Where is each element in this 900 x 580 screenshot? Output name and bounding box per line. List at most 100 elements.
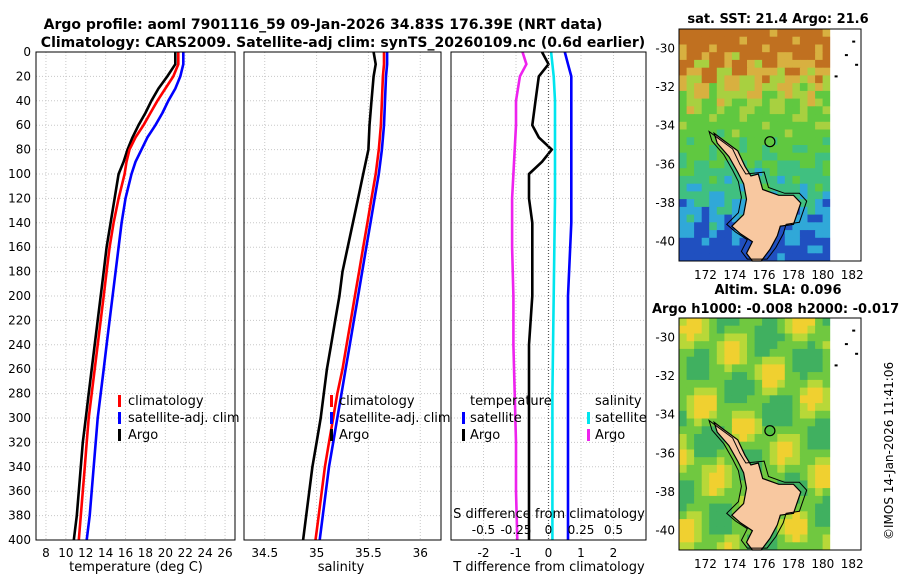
map-cell — [777, 98, 786, 107]
map-cell — [679, 372, 688, 381]
map-cell — [716, 245, 725, 254]
map-cell — [792, 59, 801, 69]
map-cell — [807, 36, 816, 45]
y-tick-label: 160 — [8, 240, 31, 254]
map-cell — [709, 206, 718, 216]
map-cell — [784, 175, 793, 185]
map-cell — [716, 511, 725, 520]
map-cell — [739, 83, 748, 92]
map-cell — [807, 160, 816, 169]
map-cell — [762, 52, 771, 61]
map-cell — [731, 410, 740, 419]
map-cell — [784, 333, 793, 342]
map-cell — [807, 464, 816, 474]
map-cell — [747, 36, 756, 45]
map-cell — [792, 410, 801, 419]
map-cell — [694, 418, 703, 427]
map-cell — [815, 372, 824, 381]
map-cell — [815, 36, 824, 45]
island-marker — [852, 40, 856, 43]
map-cell — [701, 379, 710, 389]
y-tick-label: 60 — [16, 118, 31, 132]
map-cell — [792, 90, 801, 100]
map-cell — [716, 526, 725, 535]
map-cell — [686, 519, 695, 528]
map-cell — [799, 83, 808, 92]
map-cell — [724, 426, 733, 435]
map-cell — [679, 526, 688, 535]
map-cell — [815, 230, 824, 239]
map-cell — [739, 191, 748, 200]
map-cell — [799, 318, 808, 327]
map-x-tick-label: 172 — [694, 557, 717, 571]
map-cell — [762, 410, 771, 419]
map-cell — [822, 90, 831, 100]
x-tick-label: 1 — [577, 546, 585, 560]
temperature-legend: climatology satellite-adj. clim Argo — [118, 394, 240, 443]
map-cell — [739, 36, 748, 45]
map-cell — [709, 168, 718, 177]
map-cell — [822, 98, 831, 107]
map-cell — [724, 83, 733, 92]
map-cell — [762, 356, 771, 365]
map-cell — [686, 253, 695, 262]
map-cell — [731, 214, 740, 223]
map-cell — [792, 395, 801, 404]
map-cell — [686, 121, 695, 130]
map-cell — [694, 472, 703, 481]
map-cell — [724, 183, 733, 192]
map-cell — [792, 333, 801, 342]
map-cell — [716, 441, 725, 450]
map-cell — [799, 199, 808, 208]
map-cell — [686, 441, 695, 450]
map-cell — [694, 503, 703, 512]
series-line-climatology — [314, 52, 386, 541]
map-cell — [686, 395, 695, 404]
map-cell — [815, 83, 824, 92]
map-cell — [799, 52, 808, 61]
map-cell — [822, 457, 831, 466]
map-cell — [799, 418, 808, 427]
map-cell — [747, 418, 756, 427]
map-cell — [777, 333, 786, 342]
map-cell — [807, 542, 816, 551]
map-cell — [784, 348, 793, 358]
map-cell — [807, 222, 816, 231]
map-cell — [686, 183, 695, 192]
map-cell — [731, 542, 740, 551]
map-cell — [784, 441, 793, 450]
map-cell — [777, 426, 786, 435]
map-cell — [701, 464, 710, 474]
map-cell — [799, 245, 808, 254]
legend-swatch-s-satellite — [587, 412, 590, 424]
map-cell — [724, 106, 733, 115]
map-cell — [777, 441, 786, 450]
map-cell — [701, 67, 710, 76]
map-cell — [807, 214, 816, 223]
map-cell — [762, 67, 771, 76]
map-cell — [716, 503, 725, 512]
map-cell — [709, 83, 718, 92]
series-line-satellite-adj-clim — [85, 52, 185, 541]
map-cell — [701, 83, 710, 92]
map-cell — [815, 106, 824, 115]
map-cell — [747, 75, 756, 84]
x-tick-label: 0 — [545, 546, 553, 560]
map-cell — [769, 90, 778, 100]
map-cell — [799, 387, 808, 396]
map-cell — [694, 318, 703, 327]
map-cell — [686, 222, 695, 231]
map-cell — [716, 175, 725, 185]
map-cell — [686, 199, 695, 208]
map-cell — [769, 121, 778, 130]
salinity-diff-tick-label: 0.5 — [604, 523, 623, 537]
map-cell — [716, 222, 725, 231]
map-cell — [739, 495, 748, 505]
map-cell — [694, 526, 703, 535]
map-cell — [799, 325, 808, 334]
map-cell — [679, 457, 688, 466]
map-cell — [694, 519, 703, 528]
sla-map-title: Altim. SLA: 0.096 — [715, 283, 842, 298]
map-cell — [777, 472, 786, 481]
map-cell — [747, 449, 756, 458]
